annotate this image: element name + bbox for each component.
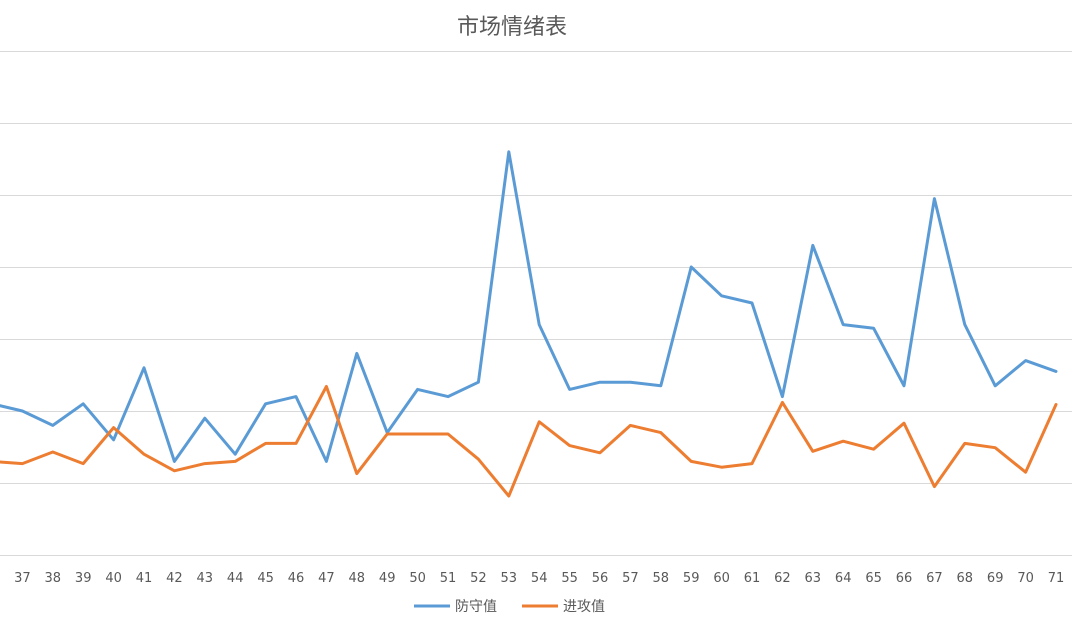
x-tick-label: 70 (1017, 571, 1034, 586)
x-axis-tick-labels: 3637383940414243444546474849505152535455… (0, 571, 1064, 586)
legend-label-2: 进攻值 (563, 599, 605, 615)
x-tick-label: 58 (653, 571, 670, 586)
x-tick-label: 47 (318, 571, 335, 586)
x-tick-label: 54 (531, 571, 548, 586)
x-tick-label: 39 (75, 571, 92, 586)
x-tick-label: 52 (470, 571, 487, 586)
x-tick-label: 37 (14, 571, 31, 586)
x-tick-label: 64 (835, 571, 852, 586)
x-tick-label: 42 (166, 571, 183, 586)
x-tick-label: 55 (561, 571, 578, 586)
x-tick-label: 38 (45, 571, 62, 586)
x-tick-label: 50 (409, 571, 426, 586)
x-tick-label: 65 (865, 571, 882, 586)
x-tick-label: 69 (987, 571, 1004, 586)
x-tick-label: 44 (227, 571, 244, 586)
x-tick-label: 57 (622, 571, 639, 586)
series-line-2 (0, 385, 1058, 498)
x-tick-label: 49 (379, 571, 396, 586)
x-tick-label: 51 (440, 571, 457, 586)
x-tick-label: 48 (349, 571, 366, 586)
x-tick-label: 68 (957, 571, 974, 586)
grid-lines (0, 51, 1072, 556)
x-tick-label: 40 (105, 571, 122, 586)
x-tick-label: 45 (257, 571, 274, 586)
x-tick-label: 59 (683, 571, 700, 586)
x-tick-label: 67 (926, 571, 943, 586)
x-tick-label: 71 (1048, 571, 1065, 586)
x-tick-label: 56 (592, 571, 609, 586)
x-tick-label: 53 (501, 571, 518, 586)
x-tick-label: 46 (288, 571, 305, 586)
x-tick-label: 61 (744, 571, 761, 586)
legend-label-1: 防守值 (455, 599, 497, 615)
x-tick-label: 60 (713, 571, 730, 586)
x-tick-label: 41 (136, 571, 153, 586)
x-tick-label: 66 (896, 571, 913, 586)
series-lines (0, 150, 1058, 498)
series-line-1 (0, 150, 1058, 463)
x-tick-label: 63 (805, 571, 822, 586)
legend: 防守值 进攻值 (414, 599, 605, 615)
chart-title: 市场情绪表 (457, 15, 567, 40)
x-tick-label: 62 (774, 571, 791, 586)
x-tick-label: 43 (197, 571, 214, 586)
